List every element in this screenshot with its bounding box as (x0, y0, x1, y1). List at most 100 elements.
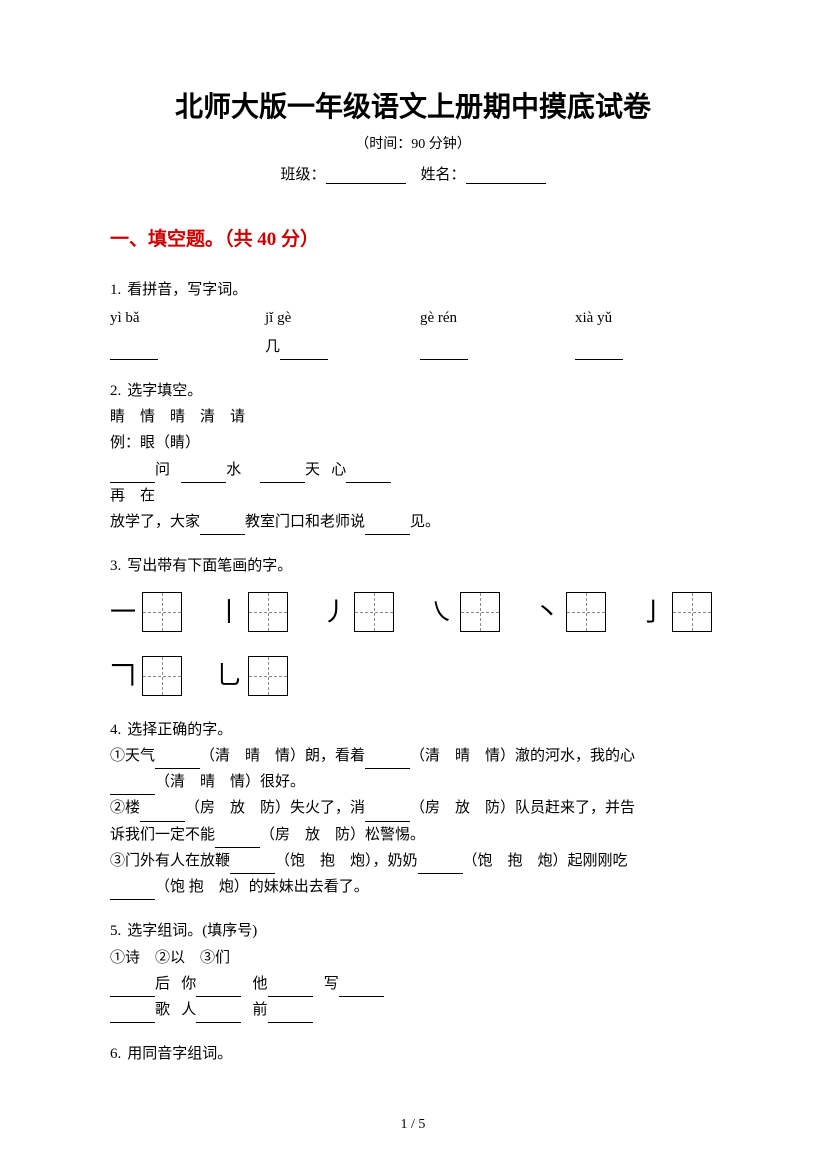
q5-blank[interactable] (268, 981, 313, 997)
stroke-5: 丶 (534, 590, 560, 636)
q5-w2: 他 (253, 976, 268, 992)
q6-num: 6. (110, 1046, 121, 1062)
q4-blank[interactable] (155, 753, 200, 769)
q2-w3: 天 (305, 462, 320, 478)
q4-num: 4. (110, 722, 121, 738)
q1-blank-2[interactable] (280, 344, 328, 360)
q4-l3b: （房 放 防）失火了，消 (185, 800, 365, 816)
q4-blank[interactable] (230, 858, 275, 874)
tianzige[interactable] (142, 656, 182, 696)
q5-blank[interactable] (110, 1007, 155, 1023)
q4-blank[interactable] (365, 753, 410, 769)
q2-blank-c[interactable] (260, 467, 305, 483)
q4-l6a: （饱 抱 炮）的妹妹出去看了。 (155, 879, 369, 895)
tianzige[interactable] (460, 592, 500, 632)
q5-blank[interactable] (268, 1007, 313, 1023)
q2-num: 2. (110, 383, 121, 399)
q2-l3a: 放学了，大家 (110, 514, 200, 530)
q6-stem: 用同音字组词。 (127, 1046, 232, 1062)
q1-blank-4[interactable] (575, 344, 623, 360)
q2-blank-f[interactable] (365, 519, 410, 535)
question-4: 4.选择正确的字。 ①天气（清 晴 情）朗，看着（清 晴 情）澈的河水，我的心 … (110, 717, 716, 901)
class-label: 班级： (280, 167, 325, 183)
student-info-line: 班级： 姓名： (110, 163, 716, 184)
tianzige[interactable] (248, 592, 288, 632)
q4-l1a: ①天气 (110, 748, 155, 764)
q2-blank-a[interactable] (110, 467, 155, 483)
q4-l5c: （饱 抱 炮）起刚刚吃 (463, 853, 628, 869)
tianzige[interactable] (672, 592, 712, 632)
q3-stem: 写出带有下面笔画的字。 (127, 558, 292, 574)
stroke-8: 乚 (216, 653, 242, 699)
question-6: 6. 用同音字组词。 (110, 1041, 716, 1067)
q4-stem: 选择正确的字。 (127, 722, 232, 738)
q4-l5b: （饱 抱 炮），奶奶 (275, 853, 418, 869)
page-number: 1 / 5 (0, 1117, 826, 1133)
q2-blank-b[interactable] (181, 467, 226, 483)
name-label: 姓名： (421, 167, 466, 183)
tianzige[interactable] (248, 656, 288, 696)
q5-w6: 前 (253, 1002, 268, 1018)
q5-w0: 后 (155, 976, 170, 992)
exam-subtitle: （时间：90 分钟） (110, 133, 716, 153)
q1-mid: 几 (265, 339, 280, 355)
question-1: 1.看拼音，写字词。 yì bǎ jǐ gè gè rén xià yǔ 几 (110, 277, 716, 360)
q5-opts: ①诗 ②以 ③们 (110, 950, 230, 966)
stroke-2: 丨 (216, 590, 242, 636)
q2-line2: 再 在 (110, 488, 155, 504)
q1-pinyin-1: yì bǎ (110, 310, 140, 326)
q4-l1b: （清 晴 情）朗，看着 (200, 748, 365, 764)
q2-example: 例：眼（睛） (110, 435, 200, 451)
q4-l3c: （房 放 防）队员赶来了，并告 (410, 800, 635, 816)
question-2: 2. 选字填空。 睛 情 晴 清 请 例：眼（睛） 问 水 天 心 再 在 放学了… (110, 378, 716, 536)
q4-blank[interactable] (365, 806, 410, 822)
q5-w4: 歌 (155, 1002, 170, 1018)
q3-num: 3. (110, 558, 121, 574)
q4-blank[interactable] (140, 806, 185, 822)
tianzige[interactable] (566, 592, 606, 632)
q5-w5: 人 (181, 1002, 196, 1018)
q5-blank[interactable] (196, 981, 241, 997)
q4-l3a: ②楼 (110, 800, 140, 816)
q5-w3: 写 (324, 976, 339, 992)
q1-pinyin-4: xià yǔ (575, 310, 612, 326)
name-blank[interactable] (466, 167, 546, 184)
q4-blank[interactable] (418, 858, 463, 874)
tianzige[interactable] (354, 592, 394, 632)
q4-blank[interactable] (110, 884, 155, 900)
q1-blank-1[interactable] (110, 344, 158, 360)
q5-num: 5. (110, 923, 121, 939)
q5-blank[interactable] (196, 1007, 241, 1023)
q2-w4: 心 (331, 462, 346, 478)
q1-pinyin-3: gè rén (420, 310, 457, 326)
q5-blank[interactable] (339, 981, 384, 997)
stroke-4: ㇏ (428, 590, 454, 636)
q2-l3c: 见。 (410, 514, 440, 530)
q5-blank[interactable] (110, 981, 155, 997)
stroke-1: 一 (110, 590, 136, 636)
q2-w2: 水 (226, 462, 241, 478)
stroke-3: 丿 (322, 590, 348, 636)
tianzige[interactable] (142, 592, 182, 632)
q2-blank-d[interactable] (346, 467, 391, 483)
q5-w1: 你 (181, 976, 196, 992)
q1-stem: 看拼音，写字词。 (127, 282, 247, 298)
stroke-grid: 一 丨 丿 ㇏ 丶 亅 𠃍 乚 (110, 590, 716, 699)
class-blank[interactable] (326, 167, 406, 184)
q4-blank[interactable] (215, 832, 260, 848)
question-3: 3. 写出带有下面笔画的字。 一 丨 丿 ㇏ 丶 亅 𠃍 乚 (110, 553, 716, 698)
q4-l4a: 诉我们一定不能 (110, 827, 215, 843)
q1-num: 1. (110, 282, 121, 298)
stroke-7: 𠃍 (110, 653, 136, 699)
exam-title: 北师大版一年级语文上册期中摸底试卷 (110, 85, 716, 125)
q4-blank[interactable] (110, 779, 155, 795)
stroke-6: 亅 (640, 590, 666, 636)
q2-stem: 选字填空。 (127, 383, 202, 399)
q2-options: 睛 情 晴 清 请 (110, 409, 245, 425)
q5-stem: 选字组词。(填序号) (127, 923, 257, 939)
q1-blank-3[interactable] (420, 344, 468, 360)
q2-w1: 问 (155, 462, 170, 478)
q4-l5a: ③门外有人在放鞭 (110, 853, 230, 869)
q2-blank-e[interactable] (200, 519, 245, 535)
section-1-heading: 一、填空题。（共 40 分） (110, 224, 716, 251)
